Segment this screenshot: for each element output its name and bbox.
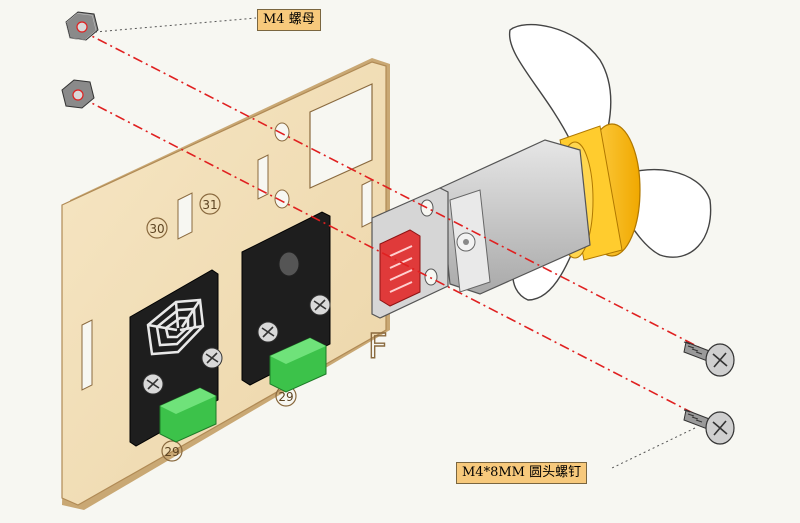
wooden-panel: 30 31 29 29 F bbox=[61, 58, 390, 510]
svg-text:29: 29 bbox=[278, 390, 293, 404]
svg-text:29: 29 bbox=[164, 445, 179, 459]
callout-m4-screw: M4*8MM 圆头螺钉 bbox=[456, 462, 588, 484]
board-mark-30: 30 bbox=[146, 217, 168, 239]
round-head-screw-icon bbox=[683, 409, 735, 445]
hex-nut-icon bbox=[65, 11, 99, 41]
buzzer-module-icon bbox=[129, 269, 223, 447]
board-mark-f: F bbox=[368, 327, 388, 367]
board-mark-29-left: 29 bbox=[161, 440, 183, 462]
assembly-guide-lines bbox=[79, 17, 721, 469]
svg-text:31: 31 bbox=[202, 198, 217, 212]
led-module-icon bbox=[241, 211, 331, 393]
svg-text:30: 30 bbox=[149, 222, 164, 236]
callout-m4-nut: M4 螺母 bbox=[257, 9, 321, 31]
board-mark-31: 31 bbox=[199, 193, 221, 215]
fan-motor-icon bbox=[371, 23, 712, 319]
hex-nut-icon bbox=[61, 79, 95, 109]
round-head-screw-icon bbox=[683, 341, 735, 377]
